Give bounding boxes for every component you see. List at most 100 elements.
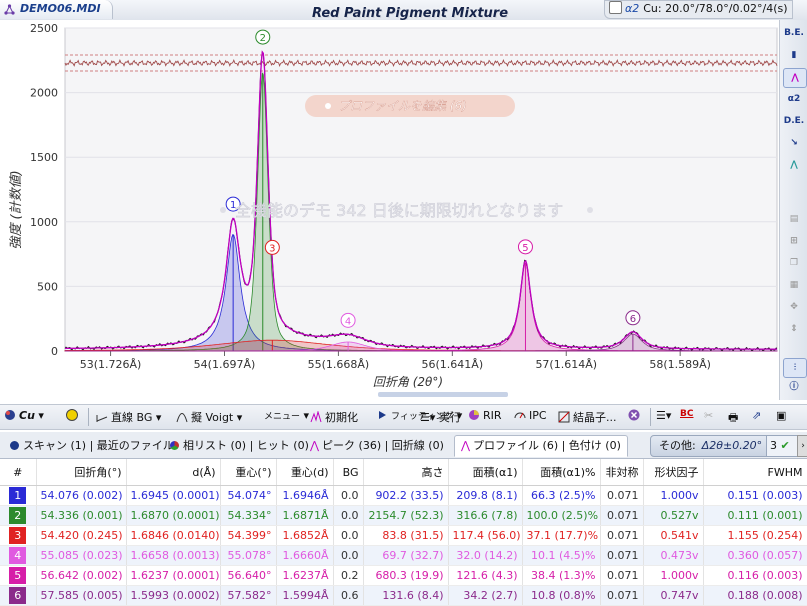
function-select[interactable]: 擬 Voigt ▾	[176, 409, 242, 425]
peak-marker-3[interactable]: 3	[264, 239, 280, 255]
edit-profile-badge[interactable]: プロファイルを編集 (6)	[305, 95, 515, 117]
table-row[interactable]: 2 54.336 (0.001) 1.6870 (0.0001) 54.334° 1.6…	[0, 505, 807, 526]
tool-arrow-icon[interactable]: ↘	[790, 138, 798, 148]
remove-button[interactable]: ✂	[704, 409, 714, 422]
y-tick-label: 1000	[30, 216, 58, 229]
peaks-icon	[310, 411, 322, 423]
table-row[interactable]: 3 54.420 (0.245) 1.6846 (0.0140) 54.399° 1.6…	[0, 525, 807, 546]
peak-profile-6	[65, 333, 778, 352]
peak-marker-circle	[225, 196, 241, 212]
tool-alpha2-button[interactable]: α2	[787, 94, 801, 104]
table-cell: 56.642 (0.002)	[36, 565, 127, 586]
column-header[interactable]: 非対称	[600, 459, 644, 486]
table-cell: 680.3 (19.9)	[363, 565, 449, 586]
tool-copy-icon[interactable]: ❐	[789, 258, 799, 268]
column-header[interactable]: 高さ	[363, 459, 449, 486]
peak-markers[interactable]: 1 2 3 4 5 6	[225, 29, 641, 328]
crystallite-button[interactable]: 結晶子...	[558, 409, 617, 425]
target-select[interactable]: Cu ▾	[4, 409, 44, 422]
clear-button[interactable]	[628, 409, 643, 422]
column-header[interactable]: FWHM	[703, 459, 807, 486]
tab-phase-list[interactable]: 相リスト (0) | ヒット (0)	[164, 436, 315, 456]
tab-peaks[interactable]: ⋀ ピーク (36) | 回折線 (0)	[310, 439, 444, 452]
tool-expand-icon[interactable]: ⇕	[790, 324, 798, 334]
background-select[interactable]: 直線 BG ▾	[96, 409, 161, 425]
table-cell: 100.0 (2.5)%	[522, 505, 601, 526]
column-header[interactable]: BG	[333, 459, 364, 486]
table-cell: 57.585 (0.005)	[36, 585, 127, 606]
peak-marker-label: 6	[630, 314, 636, 325]
column-header[interactable]: 重心(°)	[220, 459, 277, 486]
file-tab[interactable]: DEMO06.MDI	[0, 0, 113, 19]
radiation-info[interactable]: α2 Cu: 20.0°/78.0°/0.02°/4(s)	[604, 0, 793, 19]
diffraction-chart[interactable]: 0 500 1000 1500 2000 2500 53(1.726Å) 54(1.697Å…	[0, 20, 780, 400]
chart-title: Red Paint Pigment Mixture	[311, 6, 509, 21]
tool-de-button[interactable]: D.E.	[783, 116, 805, 126]
other-tolerance[interactable]: その他: Δ2θ±0.20°	[650, 435, 772, 457]
column-header[interactable]: 重心(d)	[276, 459, 334, 486]
column-header[interactable]: d(Å)	[126, 459, 221, 486]
column-header[interactable]: #	[0, 459, 37, 486]
fitting-button[interactable]: フィッティング ▾	[376, 409, 462, 422]
table-cell: 66.3 (2.5)%	[522, 485, 601, 506]
table-cell: 117.4 (56.0)	[448, 525, 523, 546]
peak-marker-circle	[517, 239, 533, 255]
tab-profile[interactable]: ⋀ プロファイル (6) | 色付け (0)	[454, 435, 628, 457]
table-cell: 1.6237Å	[276, 565, 334, 586]
table-cell: 54.076 (0.002)	[36, 485, 127, 506]
color-button[interactable]	[66, 409, 81, 422]
peak-marker-1[interactable]: 1	[225, 196, 241, 212]
tool-grid-icon[interactable]: ▦	[789, 280, 799, 290]
horizontal-scrollbar[interactable]	[378, 392, 508, 397]
row-index: 1	[0, 485, 37, 506]
clear-icon	[628, 409, 640, 421]
window-button[interactable]: ▣	[776, 409, 787, 422]
scan-icon	[10, 441, 19, 450]
initialize-button[interactable]: 初期化	[310, 409, 358, 425]
peak-marker-6[interactable]: 6	[625, 310, 641, 326]
table-cell: 1.5993 (0.0002)	[126, 585, 221, 606]
row-index-label: 4	[9, 547, 27, 564]
column-header[interactable]: 面積(α1)	[448, 459, 523, 486]
table-cell: 69.7 (32.7)	[363, 545, 449, 566]
run-button[interactable]: ☰▾ 実行	[420, 411, 461, 424]
count-check[interactable]: 3 ✔	[766, 435, 801, 457]
rir-button[interactable]: RIR	[468, 409, 502, 422]
table-cell: 0.071	[600, 565, 644, 586]
bc-button[interactable]: BC	[680, 409, 694, 419]
more-button[interactable]: ›	[797, 435, 807, 457]
table-cell: 0.0	[333, 545, 364, 566]
y-axis-label: 強度 (計数値)	[9, 170, 24, 249]
tool-zoom-icon[interactable]: ⊞	[790, 236, 798, 246]
column-header[interactable]: 回折角(°)	[36, 459, 127, 486]
phase-icon	[170, 441, 179, 450]
tool-disabled-icon[interactable]: ▤	[789, 214, 799, 224]
table-cell: 0.527v	[643, 505, 704, 526]
column-header[interactable]: 形状因子	[643, 459, 704, 486]
table-row[interactable]: 4 55.085 (0.023) 1.6658 (0.0013) 55.078° 1.6…	[0, 545, 807, 566]
tab-scan[interactable]: スキャン (1) | 最近のファイル	[4, 436, 180, 456]
tool-pan-icon[interactable]: ✥	[790, 302, 798, 312]
tool-be-button[interactable]: B.E.	[784, 28, 804, 38]
peak-marker-4[interactable]: 4	[340, 312, 356, 328]
print-button[interactable]: 🖶	[728, 411, 739, 424]
tool-lines-icon[interactable]: ⫶	[783, 358, 807, 378]
help-icon[interactable]	[609, 1, 622, 14]
tool-fwhm-icon[interactable]: ⋀	[790, 160, 798, 170]
options-menu[interactable]: ☰▾	[656, 409, 672, 422]
plot-area[interactable]	[64, 27, 778, 352]
ipc-button[interactable]: IPC	[514, 409, 547, 422]
table-row[interactable]: 5 56.642 (0.002) 1.6237 (0.0001) 56.640° 1.6…	[0, 565, 807, 586]
peak-marker-5[interactable]: 5	[517, 239, 533, 255]
peaks-tab-icon: ⋀	[310, 439, 320, 452]
export-button[interactable]: ⇗	[752, 409, 762, 422]
table-row[interactable]: 6 57.585 (0.005) 1.5993 (0.0002) 57.582° 1.5…	[0, 585, 807, 606]
peak-marker-2[interactable]: 2	[255, 29, 271, 45]
tool-marker-icon[interactable]: ▮	[791, 50, 797, 60]
column-header[interactable]: 面積(α1)%	[522, 459, 601, 486]
row-index: 4	[0, 545, 37, 566]
table-row[interactable]: 1 54.076 (0.002) 1.6945 (0.0001) 54.074° 1.6…	[0, 485, 807, 506]
menu-button[interactable]: メニュー ▾	[264, 409, 310, 422]
info-icon[interactable]: ⓘ	[789, 382, 799, 392]
tool-profile-icon[interactable]: ⋀	[783, 68, 807, 88]
